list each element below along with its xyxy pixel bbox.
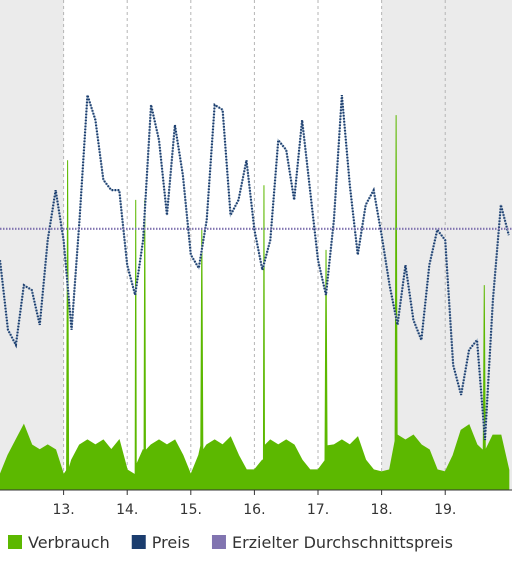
weekend-shade — [381, 0, 512, 490]
line — [0, 94, 510, 441]
consumption-area — [0, 115, 510, 491]
x-tick-label: 19. — [434, 502, 456, 518]
legend-label: Erzielter Durchschnittspreis — [232, 533, 453, 552]
x-tick-label: 13. — [52, 502, 74, 518]
legend-item[interactable]: Preis — [131, 533, 190, 552]
legend-item[interactable]: Verbrauch — [8, 533, 110, 552]
legend-item[interactable]: Erzielter Durchschnittspreis — [211, 533, 453, 552]
legend-swatch — [131, 535, 146, 549]
legend-swatch — [211, 535, 226, 549]
x-tick-label: 15. — [180, 502, 202, 518]
legend-label: Preis — [152, 533, 190, 552]
legend-label: Verbrauch — [28, 533, 110, 552]
x-tick-label: 17. — [307, 502, 329, 518]
x-tick-label: 16. — [243, 502, 265, 518]
weekend-shade — [0, 0, 64, 490]
x-tick-label: 18. — [370, 502, 392, 518]
legend-swatch — [8, 535, 22, 549]
x-tick-label: 14. — [116, 502, 138, 518]
